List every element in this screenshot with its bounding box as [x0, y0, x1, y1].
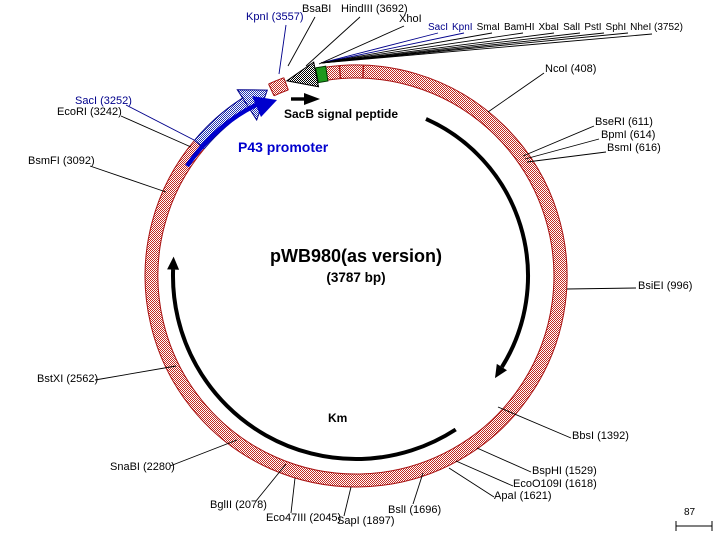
scale-bar — [675, 521, 713, 531]
leader-lines — [89, 16, 653, 517]
p43-promoter-arrow — [185, 96, 277, 168]
site-label-bsabi: BsaBI — [302, 3, 332, 15]
site-label-bseri: BseRI (611) — [595, 116, 653, 128]
sacb-signal-peptide-wedge — [285, 61, 320, 88]
site-label-ncoi: NcoI (408) — [545, 63, 597, 75]
site-label-hindiii: HindIII (3692) — [341, 3, 408, 15]
gene-arc-right — [425, 117, 530, 379]
plasmid-title: pWB980(as version) — [269, 246, 443, 266]
sacb-signal-peptide-label: SacB signal peptide — [284, 107, 399, 121]
mcs-label-smai: SmaI — [476, 22, 500, 33]
ring-tick — [362, 65, 365, 79]
mcs-label-bamhi: BamHI — [503, 22, 535, 33]
site-label-bstxi: BstXI (2562) — [37, 373, 99, 385]
site-label-bsiei: BsiEI (996) — [638, 280, 693, 292]
site-label-sapi: SapI (1897) — [337, 515, 395, 527]
mcs-label-saci: SacI — [428, 22, 449, 33]
mcs-label-psti: PstI — [584, 22, 602, 33]
site-label-xhoi: XhoI — [399, 13, 422, 25]
site-label-bpmi: BpmI (614) — [601, 129, 656, 141]
site-label-bsmi: BsmI (616) — [607, 142, 661, 154]
mcs-label-kpni: KpnI — [452, 22, 473, 33]
site-label-bsphi: BspHI (1529) — [532, 465, 597, 477]
mcs-label-nhei: NheI (3752) — [630, 22, 683, 33]
scale-bar-value: 87 — [684, 507, 696, 518]
plasmid-size: (3787 bp) — [326, 270, 386, 285]
site-label-bbsi: BbsI (1392) — [572, 430, 629, 442]
site-label-saci-3252: SacI (3252) — [75, 95, 132, 107]
site-label-bglii: BglII (2078) — [210, 499, 267, 511]
mcs-label-xbai: XbaI — [538, 22, 560, 33]
site-label-ecori: EcoRI (3242) — [57, 106, 122, 118]
mcs-label-sali: SalI — [563, 22, 581, 33]
green-marker-segment — [315, 65, 329, 84]
ring-tick — [338, 65, 342, 79]
km-gene-label: Km — [328, 411, 348, 425]
site-label-bsli: BslI (1696) — [388, 504, 442, 516]
p43-promoter-label: P43 promoter — [238, 139, 329, 155]
mcs-label-row: SacI KpnI SmaI BamHI XbaI SalI PstI SphI… — [428, 22, 683, 33]
site-label-bsmfi: BsmFI (3092) — [28, 155, 95, 167]
site-label-eco47iii: Eco47III (2045) — [266, 512, 342, 524]
km-gene-arc — [167, 256, 457, 461]
site-label-snabi: SnaBI (2280) — [110, 461, 175, 473]
sacb-indicator-arrow — [291, 93, 320, 105]
site-label-kpni-3557: KpnI (3557) — [246, 11, 304, 23]
mcs-label-sphi: SphI — [605, 22, 627, 33]
ring-short-segment — [268, 77, 289, 97]
site-label-apai: ApaI (1621) — [494, 490, 552, 502]
site-label-ecoo109i: EcoO109I (1618) — [513, 478, 597, 490]
